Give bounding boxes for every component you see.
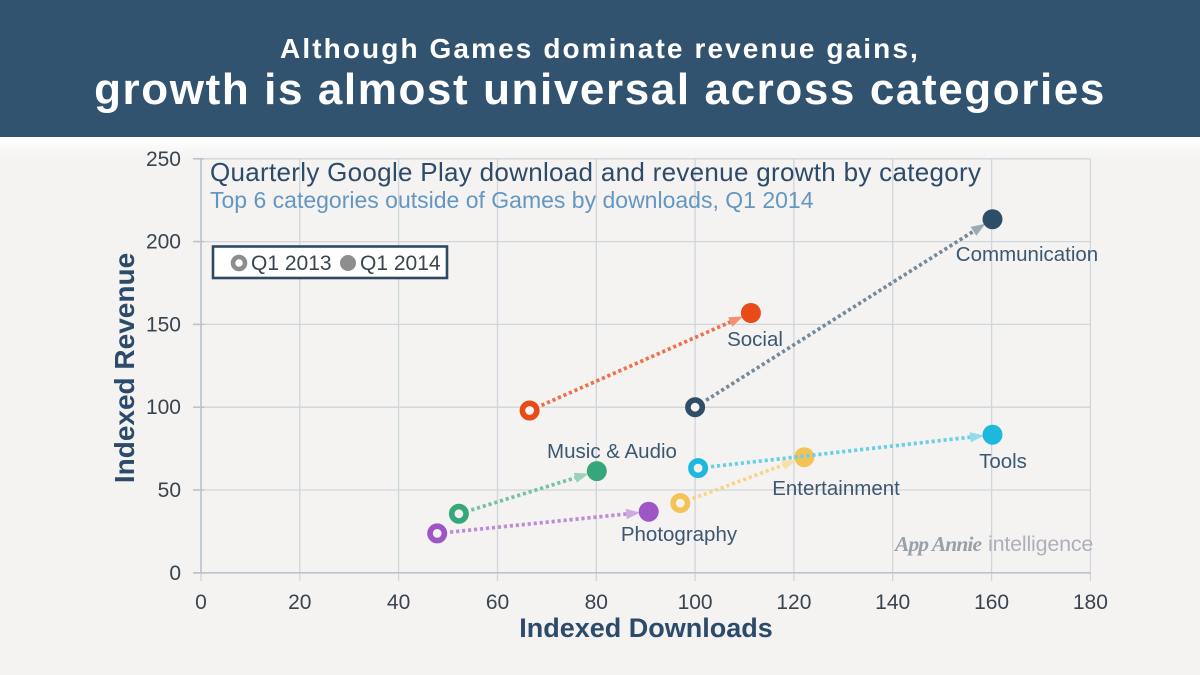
svg-text:150: 150: [146, 313, 181, 336]
svg-text:Music & Audio: Music & Audio: [547, 440, 677, 463]
svg-text:intelligence: intelligence: [988, 532, 1093, 556]
svg-text:Entertainment: Entertainment: [772, 477, 900, 500]
svg-text:80: 80: [585, 591, 608, 614]
svg-text:Q1 2014: Q1 2014: [360, 252, 441, 275]
svg-text:200: 200: [146, 231, 181, 254]
svg-text:0: 0: [195, 591, 207, 614]
svg-text:140: 140: [875, 591, 910, 614]
svg-text:Social: Social: [727, 328, 783, 351]
svg-text:50: 50: [158, 479, 181, 502]
svg-text:Top 6 categories outside of Ga: Top 6 categories outside of Games by dow…: [210, 187, 814, 213]
svg-text:60: 60: [486, 591, 509, 614]
svg-text:Q1 2013: Q1 2013: [251, 252, 332, 275]
svg-text:Communication: Communication: [956, 243, 1098, 266]
svg-text:0: 0: [169, 562, 181, 585]
svg-text:180: 180: [1073, 591, 1108, 614]
svg-text:Quarterly Google Play download: Quarterly Google Play download and reven…: [210, 157, 981, 187]
svg-text:120: 120: [776, 591, 811, 614]
svg-text:250: 250: [146, 148, 181, 171]
svg-text:Indexed Revenue: Indexed Revenue: [109, 253, 140, 483]
svg-text:Photography: Photography: [621, 523, 738, 546]
svg-text:App Annie: App Annie: [893, 532, 982, 556]
svg-text:Tools: Tools: [979, 450, 1027, 473]
svg-text:160: 160: [974, 591, 1009, 614]
svg-text:40: 40: [387, 591, 410, 614]
svg-text:100: 100: [678, 591, 713, 614]
svg-text:Indexed Downloads: Indexed Downloads: [519, 613, 773, 643]
svg-text:20: 20: [288, 591, 311, 614]
svg-text:100: 100: [146, 396, 181, 419]
